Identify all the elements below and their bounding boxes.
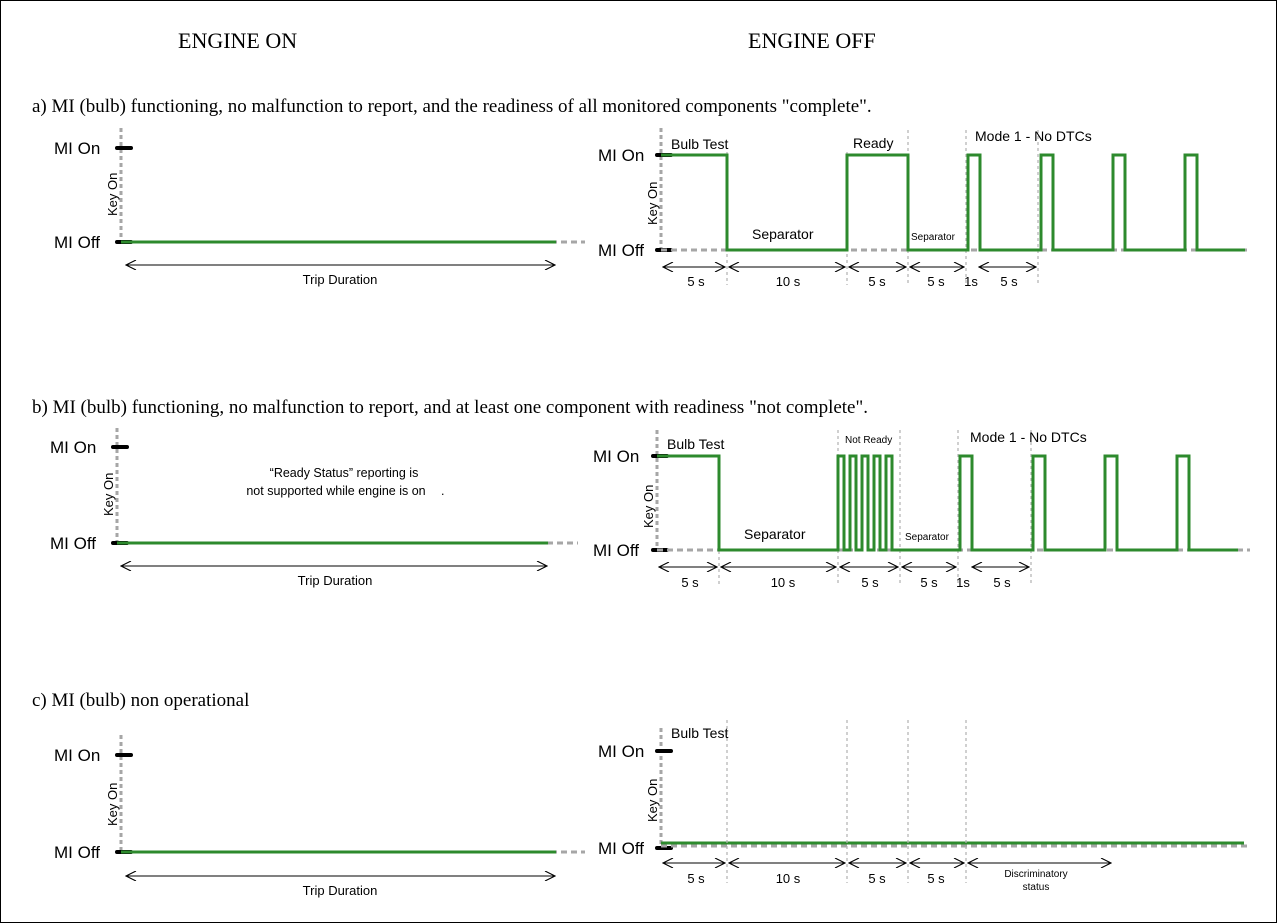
mi-signal — [657, 454, 1238, 552]
section-c-engine-off-graph: MI On MI Off Key On Bulb Test 5 s 10 s 5… — [598, 720, 1250, 893]
ready-status-note-line1: “Ready Status” reporting is — [270, 466, 419, 480]
key-on-label: Key On — [105, 783, 120, 826]
bulb-test-label: Bulb Test — [671, 136, 728, 152]
duration-label: 10 s — [771, 575, 796, 590]
section-a-engine-off-graph: MI On MI Off Key On Bulb Test Separator … — [598, 128, 1250, 289]
mi-on-label: MI On — [593, 447, 639, 466]
section-b-caption: b) MI (bulb) functioning, no malfunction… — [32, 397, 868, 418]
duration-dimensions: 5 s 10 s 5 s 5 s Discriminatory status — [664, 863, 1110, 893]
mi-off-label: MI Off — [593, 541, 639, 560]
duration-label: 10 s — [776, 274, 801, 289]
mi-on-label: MI On — [50, 438, 96, 457]
duration-label: 5 s — [927, 274, 945, 289]
section-c-caption: c) MI (bulb) non operational — [32, 690, 249, 711]
mode1-label: Mode 1 - No DTCs — [970, 429, 1087, 445]
duration-dimensions: 5 s 10 s 5 s 5 s 1s 5 s — [664, 267, 1035, 289]
duration-label: 5 s — [861, 575, 879, 590]
mi-on-label: MI On — [598, 146, 644, 165]
mi-signal — [661, 153, 1245, 252]
duration-label: 1s — [964, 274, 978, 289]
duration-label: 5 s — [687, 871, 705, 886]
mi-on-label: MI On — [598, 742, 644, 761]
trip-duration-label: Trip Duration — [303, 883, 378, 898]
section-a-engine-on-graph: MI On MI Off Key On Trip Duration — [54, 128, 585, 287]
not-ready-label: Not Ready — [845, 435, 892, 446]
mode1-label: Mode 1 - No DTCs — [975, 128, 1092, 144]
separator-label: Separator — [744, 526, 806, 542]
section-c-engine-on-graph: MI On MI Off Key On Trip Duration — [54, 735, 585, 898]
duration-label: 5 s — [1000, 274, 1018, 289]
mi-off-label: MI Off — [50, 534, 96, 553]
separator-small-label: Separator — [905, 532, 950, 543]
duration-label: 5 s — [868, 871, 886, 886]
ready-status-note-line2: not supported while engine is on — [246, 484, 425, 498]
duration-label: 10 s — [776, 871, 801, 886]
key-on-label: Key On — [641, 485, 656, 528]
section-b: b) MI (bulb) functioning, no malfunction… — [32, 397, 1250, 590]
bulb-test-label: Bulb Test — [667, 436, 724, 452]
duration-label: 5 s — [681, 575, 699, 590]
duration-label: 5 s — [920, 575, 938, 590]
section-b-engine-off-graph: MI On MI Off Key On Bulb Test Separator … — [593, 429, 1250, 590]
mi-on-label: MI On — [54, 139, 100, 158]
key-on-label: Key On — [645, 182, 660, 225]
discriminatory-label-line2: status — [1023, 882, 1050, 893]
section-a-caption: a) MI (bulb) functioning, no malfunction… — [32, 96, 872, 117]
trip-duration-label: Trip Duration — [298, 573, 373, 588]
mi-off-label: MI Off — [54, 843, 100, 862]
duration-label: 5 s — [993, 575, 1011, 590]
mi-off-label: MI Off — [598, 839, 644, 858]
duration-label: 5 s — [687, 274, 705, 289]
engine-on-header: ENGINE ON — [178, 28, 297, 53]
mi-off-label: MI Off — [598, 241, 644, 260]
key-on-label: Key On — [101, 473, 116, 516]
duration-label: 5 s — [868, 274, 886, 289]
section-b-engine-on-graph: MI On MI Off Key On “Ready Status” repor… — [50, 428, 578, 588]
trip-duration-label: Trip Duration — [303, 272, 378, 287]
discriminatory-label-line1: Discriminatory — [1004, 869, 1067, 880]
duration-label: 5 s — [927, 871, 945, 886]
engine-off-header: ENGINE OFF — [748, 28, 876, 53]
separator-small-label: Separator — [911, 232, 956, 243]
duration-label: 1s — [956, 575, 970, 590]
separator-label: Separator — [752, 226, 814, 242]
mi-on-label: MI On — [54, 746, 100, 765]
ready-status-note-dot: . — [441, 484, 444, 498]
section-c: c) MI (bulb) non operational MI On MI Of… — [32, 690, 1250, 898]
mi-off-label: MI Off — [54, 233, 100, 252]
ready-label: Ready — [853, 135, 893, 151]
key-on-label: Key On — [105, 173, 120, 216]
bulb-test-label: Bulb Test — [671, 725, 728, 741]
duration-dimensions: 5 s 10 s 5 s 5 s 1s 5 s — [660, 567, 1028, 590]
key-on-label: Key On — [645, 779, 660, 822]
section-a: a) MI (bulb) functioning, no malfunction… — [32, 96, 1250, 289]
